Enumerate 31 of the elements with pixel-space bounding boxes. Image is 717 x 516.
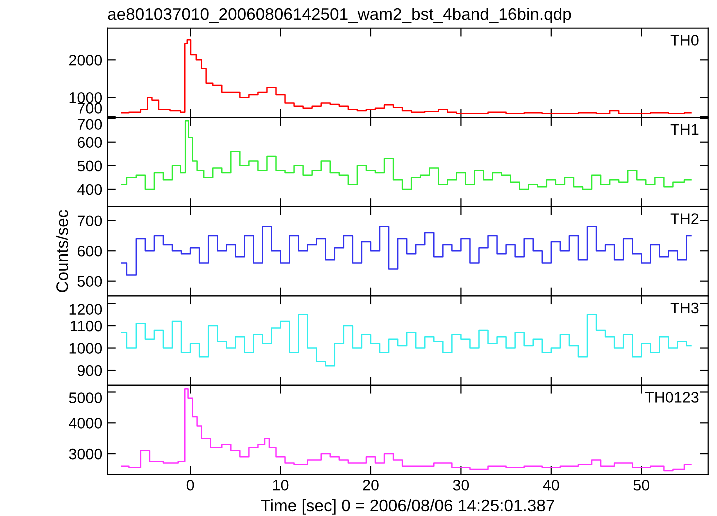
y-tick-label: 2000 <box>69 55 102 66</box>
series-label: TH3 <box>670 302 699 314</box>
text: TH1 <box>670 124 699 135</box>
y-tick-label: 600 <box>78 246 102 257</box>
y-tick-label: 700 <box>78 103 102 114</box>
x-tick-label: 30 <box>453 480 470 491</box>
y-tick-label: 500 <box>78 160 102 172</box>
x-tick-label: 40 <box>543 480 560 491</box>
y-tick-label: 700 <box>78 216 102 227</box>
x-tick-label: 50 <box>634 480 650 491</box>
x-tick-label: 10 <box>273 480 289 491</box>
y-tick-label: 5000 <box>69 392 102 404</box>
y-tick-label: 900 <box>78 365 102 376</box>
y-tick-label: 1200 <box>70 304 102 315</box>
x-tick-label: 20 <box>363 480 379 491</box>
y-tick-label: 400 <box>78 184 102 196</box>
x-axis-title: Time [sec] 0 = 2006/08/06 14:25:01.387 <box>261 499 554 515</box>
y-tick-label: 500 <box>78 276 102 288</box>
text: TH0123 <box>645 392 699 403</box>
y-tick-label: 1000 <box>70 92 102 104</box>
y-tick-label: 1100 <box>70 320 102 332</box>
y-tick-label: 4000 <box>69 418 102 429</box>
y-axis-title: Counts/sec <box>56 210 68 292</box>
chart-title: ae801037010_20060806142501_wam2_bst_4band_16bin.qdp <box>108 8 572 24</box>
text: TH0 <box>670 35 699 46</box>
y-tick-label: 600 <box>78 137 102 148</box>
y-tick-label: 1000 <box>70 343 102 354</box>
series-label: TH2 <box>670 214 699 224</box>
y-tick-label: 3000 <box>69 448 102 460</box>
y-tick-label: 700 <box>78 119 102 130</box>
x-tick-label: 0 <box>186 480 194 491</box>
